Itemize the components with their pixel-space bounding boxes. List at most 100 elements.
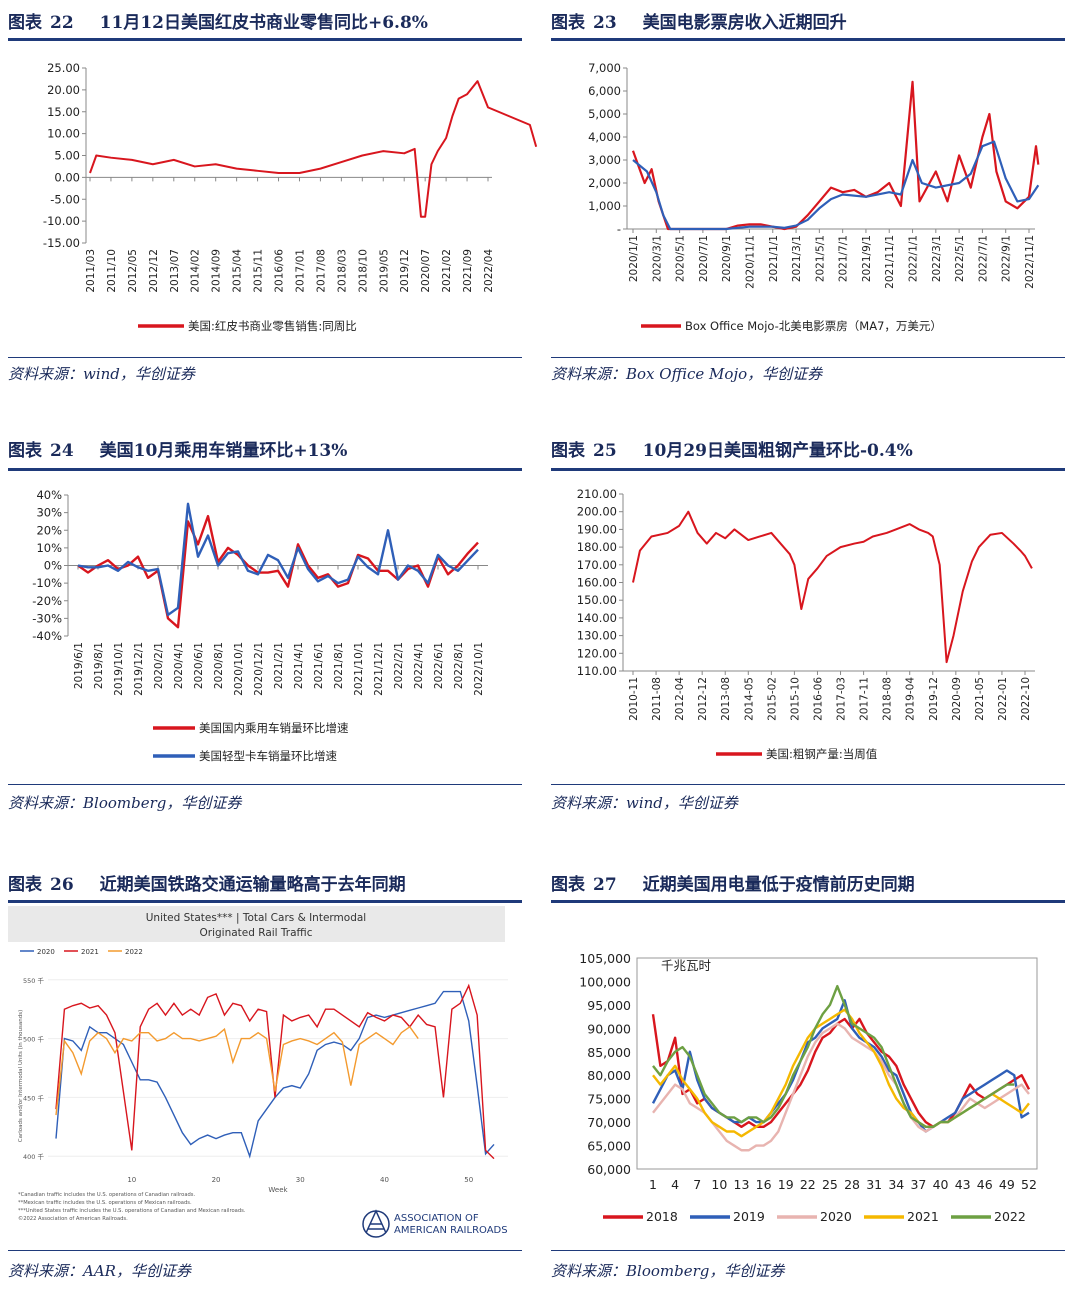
panel-fig22: 图表 22 11月12日美国红皮书商业零售同比+6.8% 25.00 20.00 15.…: [8, 0, 538, 395]
series-line-MA7: [632, 140, 1040, 231]
x-tick-label: 2021/02: [441, 249, 453, 293]
x-tick-label: 25: [822, 1177, 838, 1192]
x-tick-label: 13: [734, 1177, 750, 1192]
y-tick-label: 4,000: [588, 130, 621, 144]
x-tick-label: 2021/1/1: [768, 235, 780, 282]
x-tick-label: 2021-05: [974, 677, 986, 721]
x-tick-label: 2021/09: [462, 249, 474, 293]
x-tick-label: 20: [212, 1176, 221, 1184]
y-tick-label: 5.00: [54, 149, 80, 163]
x-tick-label: 2021/7/1: [838, 235, 850, 282]
x-tick-label: 2020-09: [951, 677, 963, 721]
x-tick-label: 2021/12/1: [373, 642, 385, 696]
x-tick-label: 2011/03: [85, 249, 97, 293]
y-tick-label: 110.00: [577, 664, 617, 678]
x-tick-label: 2020/7/1: [698, 235, 710, 282]
x-tick-label: 10: [711, 1177, 727, 1192]
x-tick-label: 2019-04: [905, 677, 917, 721]
x-tick-label: 2011-08: [651, 677, 663, 721]
x-tick-label: 2022/2/1: [393, 642, 405, 689]
x-tick-label: 34: [888, 1177, 904, 1192]
legend-label: 美国轻型卡车销量环比增速: [199, 749, 337, 763]
x-tick-label: 40: [933, 1177, 949, 1192]
x-tick-label: 28: [844, 1177, 860, 1192]
x-tick-label: 2017/01: [294, 249, 306, 293]
x-tick-label: 2022/3/1: [931, 235, 943, 282]
series-line-2018: [651, 1014, 1031, 1129]
y-tick-label: -10.00: [43, 214, 80, 228]
x-tick-label: 2021/6/1: [313, 642, 325, 689]
panel-title: 图表 24 美国10月乘用车销量环比+13%: [8, 436, 347, 461]
chart-vehicle-sales: 40% 30% 20% 10% 0% -10% -20% -30% -40% 2019/6/1 20…: [32, 488, 488, 763]
x-tick-label: 46: [977, 1177, 993, 1192]
source-rule: [8, 1250, 522, 1251]
chart-subheader: Originated Rail Traffic: [200, 927, 313, 939]
title-rule: [8, 468, 522, 471]
title-rule: [8, 38, 522, 41]
title-rule: [551, 900, 1065, 903]
panel-title: 图表 27 近期美国用电量低于疫情前历史同期: [551, 870, 915, 895]
series-line-美国轻型卡车销量环比增速: [77, 502, 479, 617]
y-tick-label: 150.00: [577, 593, 617, 607]
x-tick-label: 49: [999, 1177, 1015, 1192]
fig-label: 图表: [551, 441, 585, 461]
x-tick-label: 2020/4/1: [173, 642, 185, 689]
legend-label: 2020: [820, 1209, 852, 1224]
panel-fig25: 图表 25 10月29日美国粗钢产量环比-0.4% 210.00 200.00 190.…: [551, 430, 1065, 830]
fig-number: 26: [50, 875, 74, 895]
y-tick-label: 6,000: [588, 84, 621, 98]
source-rule: [8, 784, 522, 785]
y-tick-label: 3,000: [588, 153, 621, 167]
panel-fig24: 图表 24 美国10月乘用车销量环比+13% 40% 30% 20% 10% 0% -10% -…: [8, 430, 522, 830]
x-tick-label: 2022-01: [997, 677, 1009, 721]
x-tick-label: 31: [866, 1177, 882, 1192]
x-tick-label: 2016-06: [812, 677, 824, 721]
x-tick-label: 52: [1021, 1177, 1037, 1192]
footnote: *Canadian traffic includes the U.S. oper…: [18, 1192, 196, 1198]
x-tick-label: 2014-05: [743, 677, 755, 721]
legend-label: 美国:粗钢产量:当周值: [766, 747, 878, 761]
y-tick-label: 550 千: [23, 976, 44, 985]
x-tick-label: 2020/11/1: [744, 235, 756, 289]
series-line-2021: [55, 983, 495, 1160]
x-tick-label: 30: [296, 1176, 305, 1184]
x-tick-label: 2017/08: [315, 249, 327, 293]
x-tick-label: 50: [464, 1176, 473, 1184]
logo-glyph: [365, 1209, 387, 1234]
x-tick-label: 37: [910, 1177, 926, 1192]
legend-label: 2022: [125, 948, 143, 956]
fig-number: 27: [593, 875, 617, 895]
x-tick-label: 2013-08: [720, 677, 732, 721]
fig-title: 美国电影票房收入近期回升: [642, 13, 847, 33]
series-line-2020: [652, 1022, 1030, 1152]
y-tick-label: 0.00: [54, 170, 80, 184]
y-tick-label: 90,000: [587, 1021, 631, 1036]
x-tick-label: 2022/10/1: [473, 642, 485, 696]
x-tick-label: 2022/7/1: [977, 235, 989, 282]
y-tick-label: -40%: [32, 629, 62, 643]
panel-title: 图表 22 11月12日美国红皮书商业零售同比+6.8%: [8, 8, 428, 33]
y-tick-label: 180.00: [577, 540, 617, 554]
source-text: 资料来源：Bloomberg，华创证券: [551, 1262, 785, 1280]
y-tick-label: 200.00: [577, 505, 617, 519]
y-tick-label: -5.00: [50, 192, 80, 206]
x-tick-label: 2022/5/1: [954, 235, 966, 282]
x-tick-label: 2018/03: [336, 249, 348, 293]
x-tick-label: 7: [693, 1177, 701, 1192]
y-tick-label: 60,000: [587, 1162, 631, 1177]
source-rule: [551, 784, 1065, 785]
panel-title: 图表 26 近期美国铁路交通运输量略高于去年同期: [8, 870, 406, 895]
title-rule: [551, 38, 1065, 41]
series-line-2019: [651, 998, 1030, 1133]
chart-electricity: 105,000100,00095,00090,00085,00080,00075…: [579, 951, 1038, 1224]
x-tick-label: 10: [127, 1176, 136, 1184]
x-tick-label: 2022/04: [483, 249, 495, 293]
series-line-美国:红皮书商业零售销售:同周比: [89, 80, 538, 218]
legend-label: 美国:红皮书商业零售销售:同周比: [188, 319, 357, 333]
y-tick-label: -: [617, 222, 621, 236]
x-tick-label: 2019/6/1: [73, 642, 85, 689]
series-line-2022: [55, 1025, 419, 1116]
x-tick-label: 2020/3/1: [651, 235, 663, 282]
y-tick-label: 65,000: [587, 1139, 631, 1154]
chart-box-office: 7,0006,0005,0004,0003,0002,0001,000-2020…: [588, 61, 1040, 333]
